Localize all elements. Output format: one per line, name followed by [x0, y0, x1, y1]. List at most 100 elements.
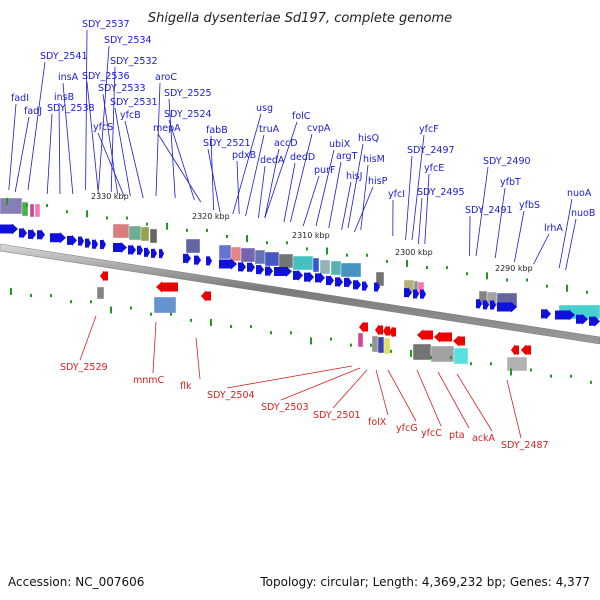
gene-label-yfcB: yfcB	[120, 110, 141, 121]
accession-label: Accession: NC_007606	[8, 575, 144, 589]
gene-label-mepA: mepA	[153, 123, 181, 134]
leader-line-yfcS	[97, 132, 125, 197]
label-leader-lines	[8, 29, 577, 439]
gene-block-35	[430, 345, 455, 363]
gene-block-29	[96, 286, 105, 300]
leader-line-flk	[195, 337, 201, 380]
gene-block-20	[375, 271, 385, 287]
scale-tick-top-20	[406, 259, 408, 267]
leader-line-ubiX	[315, 149, 335, 227]
forward-gene-arrow-32	[362, 280, 368, 292]
gene-label-SDY_2524: SDY_2524	[164, 109, 212, 120]
forward-gene-arrow-19	[219, 258, 237, 270]
gene-blocks	[0, 197, 600, 372]
leader-line-insA	[62, 82, 74, 195]
leader-line-dedA	[258, 165, 266, 219]
gene-label-SDY_2503: SDY_2503	[261, 402, 309, 413]
gene-label-folX: folX	[368, 417, 387, 428]
forward-gene-arrow-3	[37, 229, 45, 241]
leader-line-nuoA	[558, 198, 573, 269]
forward-gene-arrow-7	[85, 237, 91, 249]
genome-title: Shigella dysenteriae Sd197, complete gen…	[148, 11, 452, 26]
scale-tick-bottom-3	[70, 300, 72, 304]
gene-block-30	[357, 332, 364, 348]
leader-line-mnmC	[152, 321, 157, 374]
gene-block-37	[506, 356, 528, 372]
forward-gene-arrow-9	[100, 239, 106, 250]
scale-tick-top-1	[26, 204, 28, 208]
gene-block-0	[0, 197, 23, 215]
scale-tick-bottom-2	[50, 294, 52, 298]
leader-line-hisM	[360, 164, 369, 231]
scale-label-4: 2290 kbp	[495, 264, 533, 273]
leader-line-SDY_2490	[475, 166, 489, 257]
scale-label-1: 2320 kbp	[192, 212, 230, 221]
leader-line-yfcC	[416, 369, 442, 427]
leader-line-fadJ	[14, 116, 30, 193]
scale-tick-top-28	[566, 284, 568, 292]
leader-line-SDY_2538	[46, 113, 53, 195]
gene-arrows	[0, 223, 600, 356]
reverse-gene-arrow-2	[201, 290, 211, 302]
gene-block-14	[278, 253, 294, 269]
scale-tick-top-17	[346, 253, 348, 257]
leader-line-SDY_2487	[506, 379, 522, 439]
gene-block-13	[264, 251, 280, 267]
gene-label-SDY_2532: SDY_2532	[110, 56, 158, 67]
scale-tick-bottom-4	[90, 300, 92, 304]
gene-label-SDY_2534: SDY_2534	[104, 35, 152, 46]
scale-tick-top-12	[246, 235, 248, 243]
forward-gene-arrow-36	[420, 288, 426, 300]
leader-line-usg	[232, 113, 262, 215]
leader-line-folX	[375, 369, 389, 416]
gene-block-16	[312, 257, 320, 273]
gene-label-hisQ: hisQ	[358, 133, 379, 144]
gene-block-6	[140, 226, 150, 242]
gene-label-hisJ: hisJ	[346, 171, 362, 182]
forward-gene-arrow-37	[476, 298, 482, 310]
gene-label-ubiX: ubiX	[329, 139, 351, 150]
leader-line-cvpA	[290, 133, 313, 223]
leader-line-fadI	[8, 103, 17, 191]
gene-label-mnmC: mnmC	[133, 375, 165, 386]
scale-tick-bottom-19	[390, 349, 392, 353]
scale-tick-top-8	[166, 222, 168, 230]
leader-line-SDY_2495	[418, 197, 423, 245]
leader-line-folC	[264, 121, 298, 219]
gene-label-cvpA: cvpA	[307, 123, 331, 134]
leader-line-aroC	[155, 82, 161, 197]
leader-line-SDY_2536	[86, 81, 99, 195]
gene-label-yfcG: yfcG	[396, 423, 418, 434]
gene-label-insA: insA	[58, 72, 79, 83]
gene-label-SDY_2521: SDY_2521	[203, 138, 251, 149]
leader-line-yfcB	[124, 120, 144, 199]
scale-tick-bottom-8	[170, 312, 172, 316]
gene-label-usg: usg	[256, 103, 273, 114]
forward-gene-arrow-13	[144, 246, 150, 258]
scale-tick-bottom-5	[110, 306, 112, 314]
gene-block-10	[230, 246, 242, 262]
gene-label-folC: folC	[292, 111, 311, 122]
scale-tick-bottom-29	[590, 380, 592, 384]
leader-line-SDY_2503	[280, 367, 361, 401]
forward-gene-arrow-21	[247, 261, 255, 273]
scale-tick-bottom-25	[510, 368, 512, 376]
forward-gene-arrow-26	[304, 271, 314, 283]
gene-label-SDY_2541: SDY_2541	[40, 51, 88, 62]
scale-tick-top-3	[66, 210, 68, 214]
gene-block-19	[340, 262, 362, 278]
scale-tick-bottom-12	[250, 325, 252, 329]
forward-gene-arrow-18	[206, 255, 212, 267]
leader-line-hisQ	[347, 143, 364, 229]
forward-gene-arrow-14	[151, 247, 157, 259]
scale-tick-top-9	[186, 228, 188, 232]
scale-tick-bottom-9	[190, 318, 192, 322]
gene-label-SDY_2497: SDY_2497	[407, 145, 455, 156]
leader-line-yfcG	[387, 369, 417, 422]
leader-line-truA	[245, 134, 265, 217]
gene-label-yfcI: yfcI	[388, 189, 405, 200]
forward-gene-arrow-30	[344, 276, 352, 288]
scale-tick-top-25	[506, 278, 508, 282]
gene-label-dedA: dedA	[260, 155, 285, 166]
scale-tick-top-23	[466, 272, 468, 276]
